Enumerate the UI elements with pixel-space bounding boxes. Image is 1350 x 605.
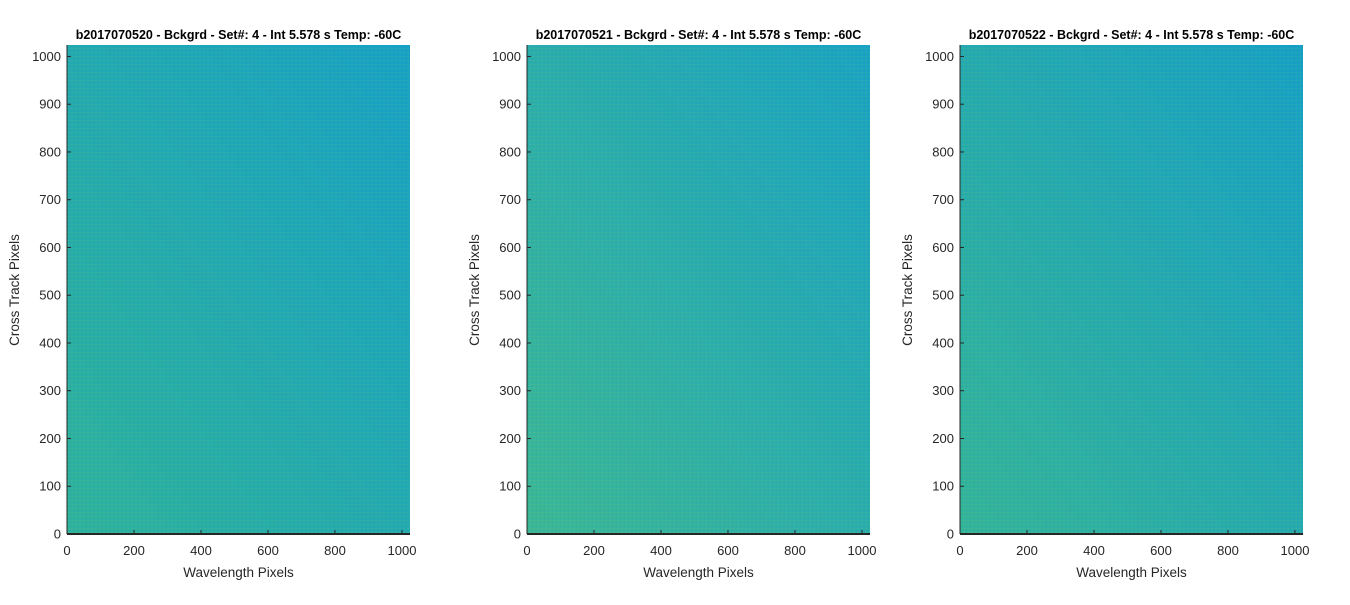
y-tick-label: 0	[514, 527, 521, 542]
y-tick-label: 800	[932, 144, 954, 159]
x-axis-label: Wavelength Pixels	[643, 565, 754, 580]
x-tick-label: 800	[1217, 543, 1239, 558]
x-tick-label: 400	[190, 543, 212, 558]
y-axis-label: Cross Track Pixels	[900, 234, 915, 346]
x-tick-label: 600	[1150, 543, 1172, 558]
x-tick-label: 0	[523, 543, 530, 558]
x-tick-label: 0	[956, 543, 963, 558]
heatmap-panel-3: b2017070522 - Bckgrd - Set#: 4 - Int 5.5…	[900, 0, 1350, 600]
y-axis-label: Cross Track Pixels	[7, 234, 22, 346]
y-tick-label: 400	[499, 335, 521, 350]
y-tick-label: 0	[947, 527, 954, 542]
x-tick-label: 1000	[1281, 543, 1310, 558]
x-axis-label: Wavelength Pixels	[183, 565, 294, 580]
heatmap-panel-1: b2017070520 - Bckgrd - Set#: 4 - Int 5.5…	[0, 0, 450, 600]
chart-title: b2017070522 - Bckgrd - Set#: 4 - Int 5.5…	[969, 28, 1295, 42]
heatmap-chart-3: b2017070522 - Bckgrd - Set#: 4 - Int 5.5…	[900, 28, 1309, 580]
heatmap-noise	[67, 45, 410, 534]
y-tick-label: 800	[39, 144, 61, 159]
x-tick-label: 0	[63, 543, 70, 558]
y-tick-label: 800	[499, 144, 521, 159]
chart-title: b2017070520 - Bckgrd - Set#: 4 - Int 5.5…	[76, 28, 402, 42]
y-tick-label: 600	[932, 240, 954, 255]
heatmap-panel-2: b2017070521 - Bckgrd - Set#: 4 - Int 5.5…	[450, 0, 900, 600]
x-tick-label: 1000	[848, 543, 877, 558]
y-tick-label: 700	[932, 192, 954, 207]
y-tick-label: 300	[932, 383, 954, 398]
y-tick-label: 900	[39, 97, 61, 112]
y-tick-label: 200	[499, 431, 521, 446]
heatmap-noise	[527, 45, 870, 534]
x-tick-label: 1000	[388, 543, 417, 558]
plot-area: 0 200 400 600 800 1000 0 100 200 300 400 500 600 700 8…	[492, 45, 876, 558]
x-tick-label: 800	[784, 543, 806, 558]
y-tick-label: 700	[39, 192, 61, 207]
x-tick-label: 200	[583, 543, 605, 558]
x-tick-label: 600	[717, 543, 739, 558]
y-tick-label: 1000	[492, 49, 521, 64]
x-tick-label: 600	[257, 543, 279, 558]
y-tick-label: 1000	[32, 49, 61, 64]
y-tick-label: 500	[932, 288, 954, 303]
heatmap-chart-1: b2017070520 - Bckgrd - Set#: 4 - Int 5.5…	[7, 28, 416, 580]
heatmap-chart-2: b2017070521 - Bckgrd - Set#: 4 - Int 5.5…	[467, 28, 876, 580]
y-tick-label: 600	[499, 240, 521, 255]
y-tick-label: 500	[39, 288, 61, 303]
y-tick-label: 200	[932, 431, 954, 446]
x-tick-label: 800	[324, 543, 346, 558]
y-tick-label: 400	[932, 335, 954, 350]
y-tick-label: 0	[54, 527, 61, 542]
x-tick-label: 200	[1016, 543, 1038, 558]
x-tick-label: 200	[123, 543, 145, 558]
heatmap-noise	[960, 45, 1303, 534]
chart-title: b2017070521 - Bckgrd - Set#: 4 - Int 5.5…	[536, 28, 862, 42]
x-axis-label: Wavelength Pixels	[1076, 565, 1187, 580]
plot-area: 0 200 400 600 800 1000 0 100 200 300 400 500 600 700 8…	[32, 45, 416, 558]
y-axis-label: Cross Track Pixels	[467, 234, 482, 346]
y-tick-label: 600	[39, 240, 61, 255]
y-tick-label: 500	[499, 288, 521, 303]
y-tick-label: 100	[932, 479, 954, 494]
y-tick-label: 900	[499, 97, 521, 112]
y-tick-label: 300	[499, 383, 521, 398]
y-tick-label: 700	[499, 192, 521, 207]
y-tick-label: 1000	[925, 49, 954, 64]
y-tick-label: 300	[39, 383, 61, 398]
y-tick-label: 900	[932, 97, 954, 112]
x-tick-label: 400	[1083, 543, 1105, 558]
y-tick-label: 400	[39, 335, 61, 350]
y-tick-label: 100	[499, 479, 521, 494]
y-tick-label: 100	[39, 479, 61, 494]
y-tick-label: 200	[39, 431, 61, 446]
plot-area: 0 200 400 600 800 1000 0 100 200 300 400 500 600 700 8…	[925, 45, 1309, 558]
x-tick-label: 400	[650, 543, 672, 558]
